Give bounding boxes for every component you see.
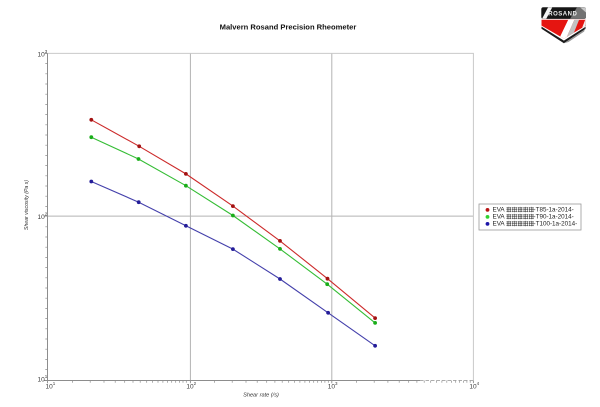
svg-text:-T90-1a-2014-: -T90-1a-2014- xyxy=(534,214,574,221)
svg-text:10: 10 xyxy=(38,377,46,384)
svg-text:1: 1 xyxy=(45,374,48,379)
svg-text:3: 3 xyxy=(45,49,48,54)
svg-text:ROSAND: ROSAND xyxy=(548,12,577,18)
svg-text:10: 10 xyxy=(38,52,46,59)
svg-text:1: 1 xyxy=(53,381,56,386)
svg-text:-T100-1a-2014-: -T100-1a-2014- xyxy=(534,221,578,228)
svg-text:10: 10 xyxy=(186,384,194,391)
svg-text:Malvern Rosand Precision Rheom: Malvern Rosand Precision Rheometer xyxy=(220,23,357,32)
svg-text:Shear rate (/s): Shear rate (/s) xyxy=(243,393,279,399)
svg-text:EVA: EVA xyxy=(493,221,506,228)
svg-text:10: 10 xyxy=(38,214,46,221)
svg-text:4: 4 xyxy=(477,381,480,386)
svg-text:Shear viscosity (Pa s): Shear viscosity (Pa s) xyxy=(24,180,30,230)
svg-text:10: 10 xyxy=(46,384,54,391)
svg-text:3: 3 xyxy=(335,381,338,386)
svg-text:2: 2 xyxy=(45,212,48,217)
svg-text:10: 10 xyxy=(469,384,477,391)
svg-text:10: 10 xyxy=(328,384,336,391)
svg-text:EVA: EVA xyxy=(493,214,506,221)
svg-text:EVA: EVA xyxy=(493,207,506,214)
svg-text:2: 2 xyxy=(194,381,197,386)
svg-text:-T85-1a-2014-: -T85-1a-2014- xyxy=(534,207,574,214)
